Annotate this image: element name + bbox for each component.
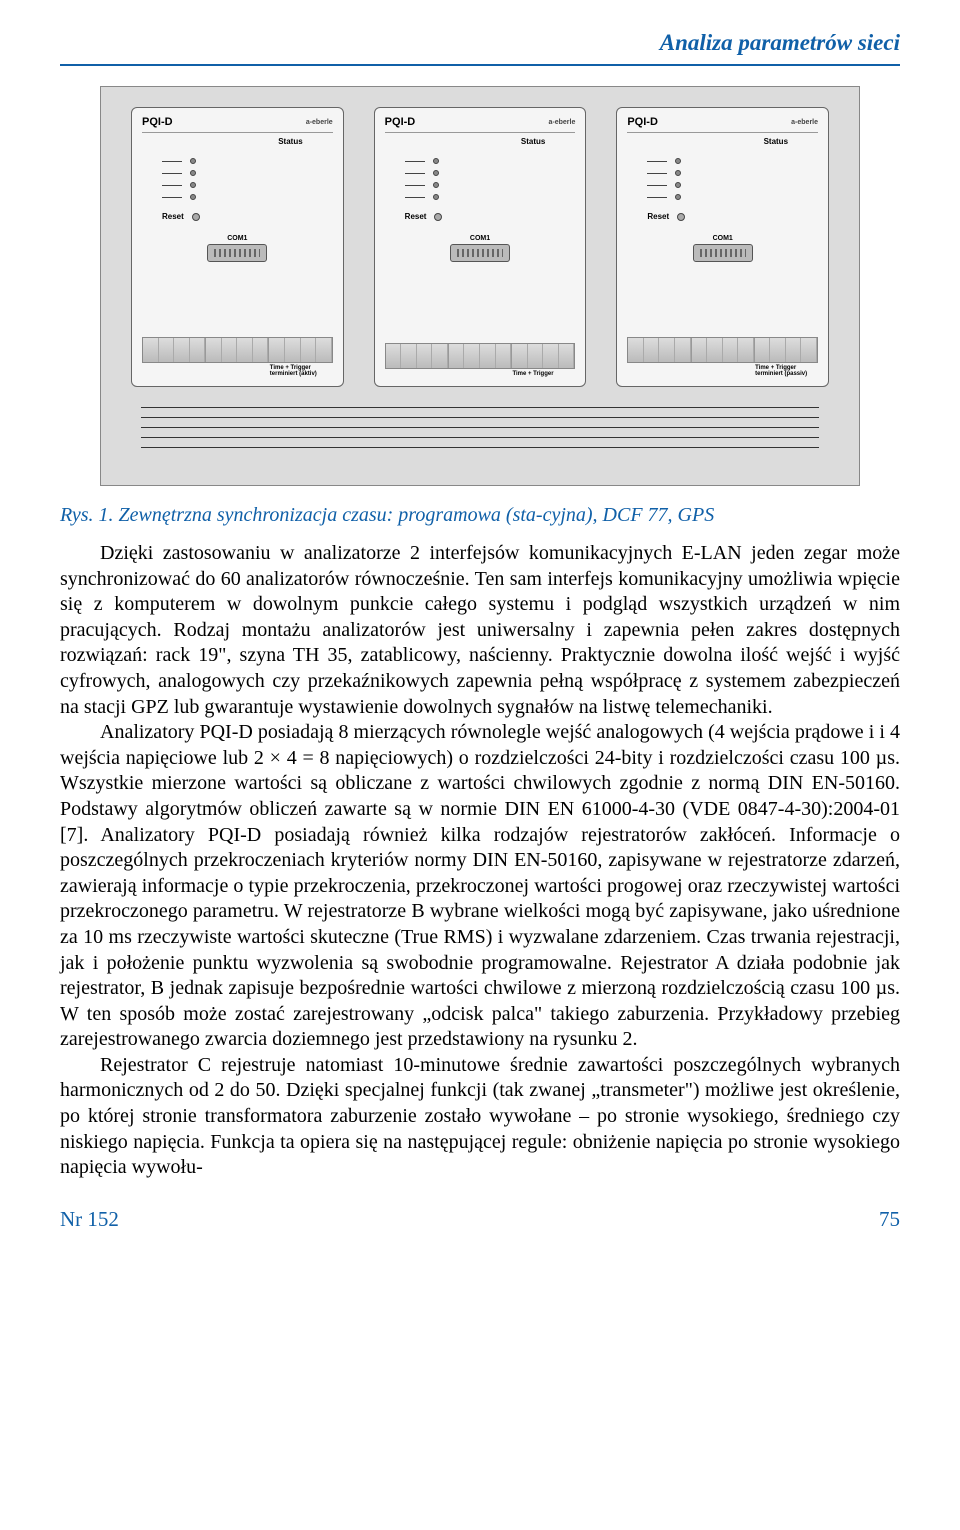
page-number: 75	[879, 1207, 900, 1232]
status-label: Status	[142, 137, 333, 146]
status-label: Status	[627, 137, 818, 146]
db9-connector-icon	[207, 244, 267, 262]
device-brand-label: a-eberle	[306, 119, 333, 126]
reset-row: Reset	[162, 212, 333, 221]
reset-label: Reset	[405, 212, 427, 221]
terminal-labels: Time + Trigger terminiert (aktiv)	[142, 365, 333, 378]
device-top: PQI-D a-eberle	[627, 116, 818, 133]
device-leds	[647, 158, 818, 200]
status-label: Status	[385, 137, 576, 146]
figure-caption: Rys. 1. Zewnętrzna synchronizacja czasu:…	[60, 504, 900, 527]
device-model-label: PQI-D	[142, 116, 173, 128]
terminal-strip	[385, 343, 576, 369]
com-label: COM1	[385, 235, 576, 242]
reset-label: Reset	[647, 212, 669, 221]
device-3: PQI-D a-eberle Status Reset COM1	[616, 107, 829, 387]
db9-connector-icon	[450, 244, 510, 262]
reset-label: Reset	[162, 212, 184, 221]
device-brand-label: a-eberle	[548, 119, 575, 126]
figure-diagram: PQI-D a-eberle Status Reset COM1	[100, 86, 860, 486]
com-label: COM1	[142, 235, 333, 242]
device-2: PQI-D a-eberle Status Reset COM1	[374, 107, 587, 387]
device-leds	[162, 158, 333, 200]
reset-row: Reset	[405, 212, 576, 221]
bus-lines	[131, 395, 829, 465]
device-model-label: PQI-D	[627, 116, 658, 128]
time-trigger-label: Time + Trigger	[270, 365, 333, 372]
paragraph-2: Analizatory PQI-D posiadają 8 mierzących…	[60, 720, 900, 1053]
header-rule	[60, 64, 900, 66]
running-header: Analiza parametrów sieci	[60, 30, 900, 56]
device-model-label: PQI-D	[385, 116, 416, 128]
terminal-strip	[627, 337, 818, 363]
com-label: COM1	[627, 235, 818, 242]
time-trigger-label: Time + Trigger	[512, 371, 575, 378]
body-text: Dzięki zastosowaniu w analizatorze 2 int…	[60, 541, 900, 1181]
reset-button-icon	[434, 213, 442, 221]
paragraph-1: Dzięki zastosowaniu w analizatorze 2 int…	[60, 541, 900, 720]
device-leds	[405, 158, 576, 200]
terminal-strip	[142, 337, 333, 363]
time-trigger-label: Time + Trigger	[755, 365, 818, 372]
reset-button-icon	[192, 213, 200, 221]
device-brand-label: a-eberle	[791, 119, 818, 126]
page-footer: Nr 152 75	[60, 1207, 900, 1232]
devices-row: PQI-D a-eberle Status Reset COM1	[131, 107, 829, 387]
reset-button-icon	[677, 213, 685, 221]
device-1: PQI-D a-eberle Status Reset COM1	[131, 107, 344, 387]
device-top: PQI-D a-eberle	[142, 116, 333, 133]
terminal-suffix: terminiert (aktiv)	[270, 371, 333, 378]
reset-row: Reset	[647, 212, 818, 221]
issue-number: Nr 152	[60, 1207, 119, 1232]
paragraph-3: Rejestrator C rejestruje natomiast 10-mi…	[60, 1053, 900, 1181]
terminal-suffix: terminiert (passiv)	[755, 371, 818, 378]
db9-connector-icon	[693, 244, 753, 262]
terminal-labels: Time + Trigger terminiert (passiv)	[627, 365, 818, 378]
device-top: PQI-D a-eberle	[385, 116, 576, 133]
terminal-labels: Time + Trigger	[385, 371, 576, 378]
